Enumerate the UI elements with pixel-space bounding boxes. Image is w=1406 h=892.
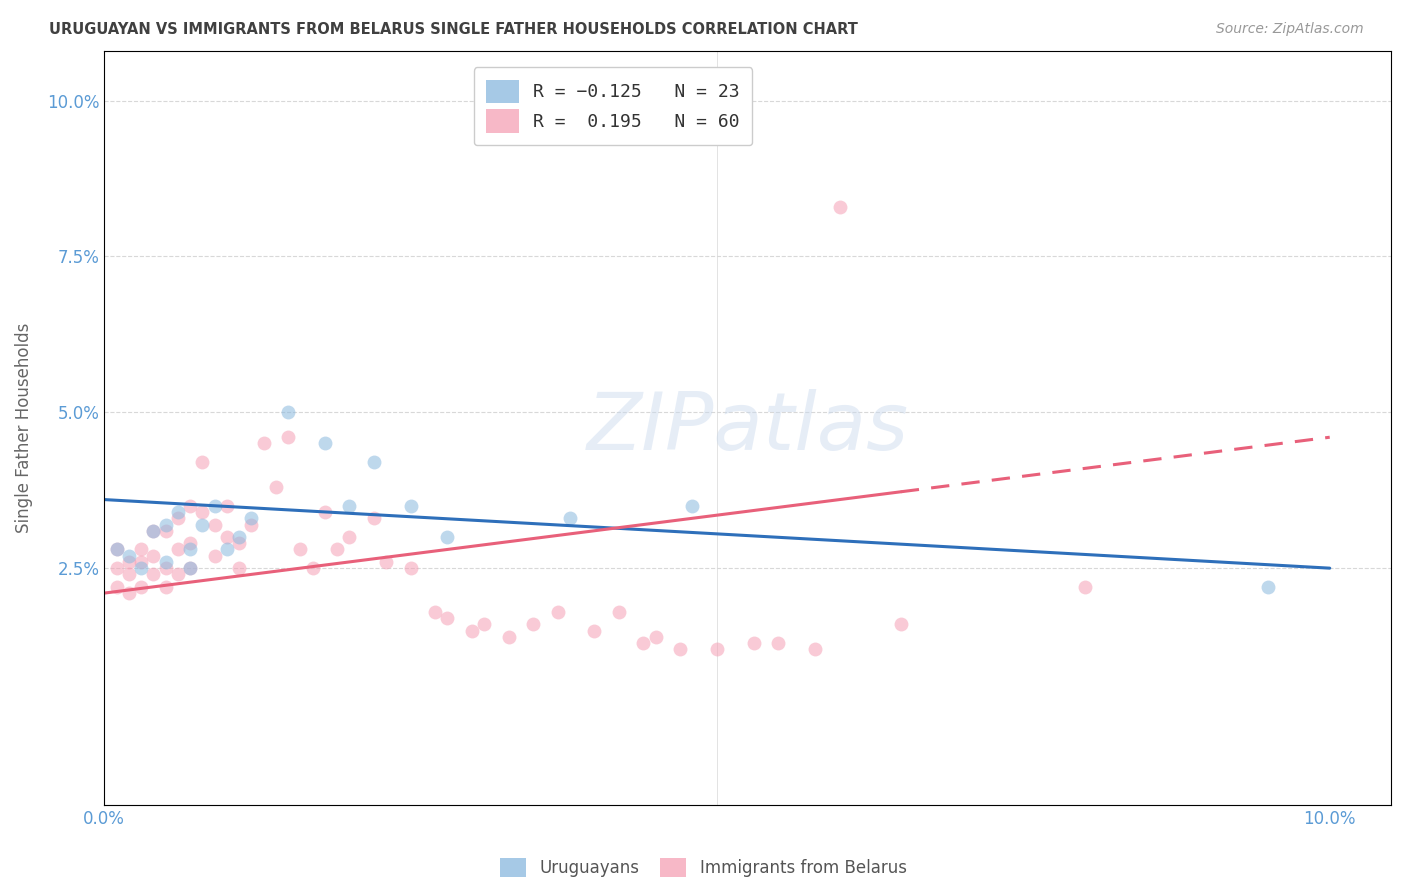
Point bbox=[314, 436, 336, 450]
Point bbox=[633, 636, 655, 650]
Point bbox=[142, 549, 165, 563]
Point bbox=[1073, 580, 1095, 594]
Legend: R = −0.125   N = 23, R =  0.195   N = 60: R = −0.125 N = 23, R = 0.195 N = 60 bbox=[474, 67, 752, 145]
Point bbox=[155, 561, 177, 575]
Point bbox=[337, 530, 360, 544]
Point bbox=[607, 605, 630, 619]
Point bbox=[290, 542, 312, 557]
Point bbox=[105, 580, 128, 594]
Point bbox=[228, 561, 250, 575]
Point bbox=[204, 517, 226, 532]
Point bbox=[399, 499, 422, 513]
Text: URUGUAYAN VS IMMIGRANTS FROM BELARUS SINGLE FATHER HOUSEHOLDS CORRELATION CHART: URUGUAYAN VS IMMIGRANTS FROM BELARUS SIN… bbox=[49, 22, 858, 37]
Point bbox=[228, 530, 250, 544]
Point bbox=[228, 536, 250, 550]
Point bbox=[142, 524, 165, 538]
Point bbox=[105, 542, 128, 557]
Point bbox=[804, 642, 827, 657]
Point bbox=[828, 200, 851, 214]
Point bbox=[179, 561, 201, 575]
Point bbox=[742, 636, 765, 650]
Point bbox=[522, 617, 544, 632]
Point bbox=[129, 542, 152, 557]
Point bbox=[129, 561, 152, 575]
Point bbox=[142, 524, 165, 538]
Point bbox=[166, 511, 188, 525]
Point bbox=[129, 580, 152, 594]
Point bbox=[314, 505, 336, 519]
Point bbox=[179, 542, 201, 557]
Point bbox=[155, 524, 177, 538]
Point bbox=[337, 499, 360, 513]
Point bbox=[155, 555, 177, 569]
Point bbox=[105, 561, 128, 575]
Point bbox=[399, 561, 422, 575]
Point bbox=[301, 561, 323, 575]
Point bbox=[375, 555, 398, 569]
Point bbox=[191, 455, 214, 469]
Point bbox=[118, 567, 141, 582]
Point bbox=[277, 430, 299, 444]
Point bbox=[240, 517, 263, 532]
Point bbox=[191, 505, 214, 519]
Point bbox=[363, 511, 385, 525]
Point bbox=[252, 436, 274, 450]
Point bbox=[423, 605, 446, 619]
Point bbox=[129, 555, 152, 569]
Point bbox=[179, 561, 201, 575]
Text: ZIPatlas: ZIPatlas bbox=[586, 389, 908, 467]
Point bbox=[461, 624, 484, 638]
Point bbox=[706, 642, 728, 657]
Point bbox=[583, 624, 606, 638]
Point bbox=[166, 542, 188, 557]
Point bbox=[118, 555, 141, 569]
Point bbox=[498, 630, 520, 644]
Point bbox=[118, 586, 141, 600]
Point bbox=[363, 455, 385, 469]
Point bbox=[558, 511, 581, 525]
Point bbox=[240, 511, 263, 525]
Point bbox=[215, 530, 238, 544]
Point bbox=[142, 567, 165, 582]
Point bbox=[436, 611, 458, 625]
Point bbox=[768, 636, 790, 650]
Point bbox=[179, 499, 201, 513]
Point bbox=[155, 517, 177, 532]
Point bbox=[326, 542, 349, 557]
Point bbox=[472, 617, 495, 632]
Point bbox=[204, 549, 226, 563]
Point bbox=[179, 536, 201, 550]
Point bbox=[547, 605, 569, 619]
Point bbox=[436, 530, 458, 544]
Point bbox=[105, 542, 128, 557]
Point bbox=[191, 517, 214, 532]
Text: Source: ZipAtlas.com: Source: ZipAtlas.com bbox=[1216, 22, 1364, 37]
Point bbox=[1257, 580, 1279, 594]
Point bbox=[682, 499, 704, 513]
Point bbox=[204, 499, 226, 513]
Point bbox=[166, 567, 188, 582]
Point bbox=[166, 505, 188, 519]
Point bbox=[215, 542, 238, 557]
Point bbox=[155, 580, 177, 594]
Point bbox=[118, 549, 141, 563]
Point bbox=[277, 405, 299, 419]
Point bbox=[644, 630, 666, 644]
Legend: Uruguayans, Immigrants from Belarus: Uruguayans, Immigrants from Belarus bbox=[491, 849, 915, 886]
Point bbox=[215, 499, 238, 513]
Point bbox=[669, 642, 692, 657]
Point bbox=[264, 480, 287, 494]
Point bbox=[890, 617, 912, 632]
Y-axis label: Single Father Households: Single Father Households bbox=[15, 323, 32, 533]
